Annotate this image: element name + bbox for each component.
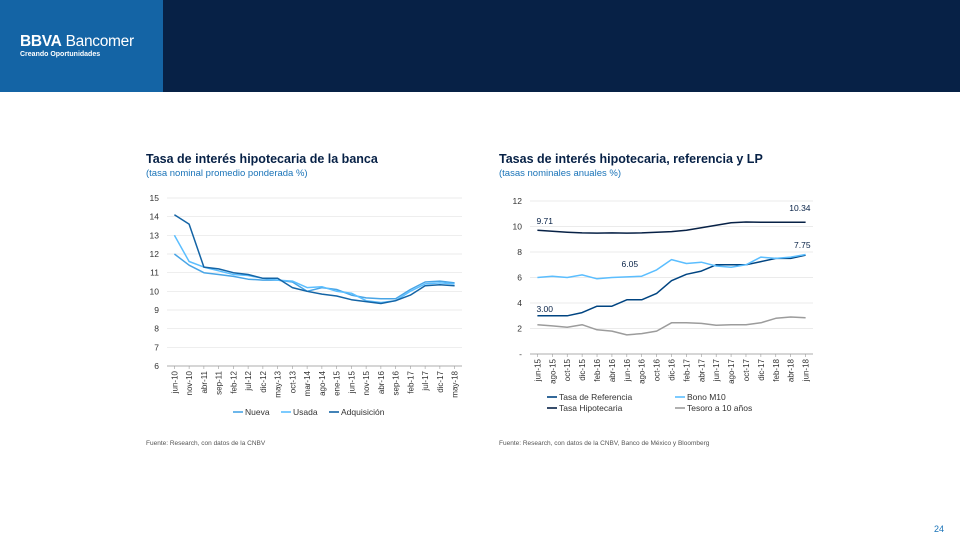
legend-label: Bono M10 [687,392,726,402]
data-label: 10.34 [789,203,811,213]
x-tick-label: may-18 [451,370,460,397]
x-tick-label: nov-10 [185,370,194,395]
y-tick-label: 12 [150,249,160,259]
y-tick-label: 12 [513,196,523,206]
legend-label: Adquisición [341,407,385,417]
x-tick-label: dic-15 [578,358,587,380]
x-tick-label: mar-14 [303,370,312,396]
x-tick-label: abr-17 [697,358,706,382]
left-chart-subtitle: (tasa nominal promedio ponderada %) [146,168,308,179]
legend-label: Tesoro a 10 años [687,403,752,413]
left-chart-title: Tasa de interés hipotecaria de la banca [146,152,378,166]
x-tick-label: may-13 [274,370,283,397]
x-tick-label: sep-16 [392,370,401,395]
series-line-usada [173,234,455,304]
x-tick-label: oct-16 [653,358,662,381]
series-line-tesoro-a-10-anos [537,316,806,336]
x-tick-label: jun-17 [712,358,721,382]
y-tick-label: 6 [517,273,522,283]
x-tick-label: abr-18 [787,358,796,382]
brand-name: BBVA Bancomer [20,33,134,50]
y-tick-label: 14 [150,212,160,222]
y-tick-label: 8 [154,324,159,334]
right-chart-subtitle: (tasas nominales anuales %) [499,168,621,179]
x-tick-label: feb-17 [406,370,415,393]
left-chart: 6 7 8 9 10 11 12 13 14 15 jun-10 nov-10 abr-11 sep-11… [150,193,462,417]
y-tick-label: - [519,349,522,359]
x-tick-label: feb-17 [682,358,691,381]
x-tick-label: oct-15 [563,358,572,381]
series-line-adquisicion [173,214,455,305]
data-label: 6.05 [622,259,639,269]
x-tick-label: abr-11 [200,370,209,393]
x-tick-label: jun-18 [802,358,811,382]
right-chart: - 2 4 6 8 10 12 jun-15 ago-15 oct-15 dic-15 feb-16 a… [513,196,813,413]
y-tick-label: 6 [154,361,159,371]
x-tick-label: feb-18 [772,358,781,381]
x-tick-label: abr-16 [608,358,617,382]
x-tick-label: jun-16 [623,358,632,382]
right-chart-title: Tasas de interés hipotecaria, referencia… [499,152,763,166]
x-tick-label: ago-15 [548,358,557,383]
y-tick-label: 13 [150,230,160,240]
x-tick-label: dic-12 [259,370,268,392]
y-tick-label: 15 [150,193,160,203]
x-tick-label: jul-17 [421,370,430,391]
series-line-tasa-hipotecaria [537,221,806,234]
x-tick-label: jun-15 [533,358,542,382]
header-bar: BBVA Bancomer Creando Oportunidades [0,0,960,92]
x-tick-label: feb-12 [229,370,238,393]
x-tick-label: ene-15 [333,370,342,395]
y-tick-label: 7 [154,342,159,352]
y-tick-label: 8 [517,247,522,257]
x-tick-label: dic-17 [757,358,766,380]
y-tick-label: 4 [517,298,522,308]
legend-label: Tasa Hipotecaria [559,403,623,413]
brand-logo[interactable]: BBVA Bancomer Creando Oportunidades [0,0,163,92]
x-tick-label: ago-16 [638,358,647,383]
brand-tagline: Creando Oportunidades [20,51,101,58]
data-label: 3.00 [536,304,553,314]
x-tick-label: dic-16 [668,358,677,380]
x-tick-label: dic-17 [436,370,445,392]
y-tick-label: 10 [513,222,523,232]
x-tick-label: abr-16 [377,370,386,394]
x-tick-label: sep-11 [215,370,224,394]
y-tick-label: 10 [150,286,160,296]
series-line-tasa-de-referencia [537,254,806,317]
right-chart-source: Fuente: Research, con datos de la CNBV, … [499,440,710,447]
x-tick-label: jun-15 [347,370,356,394]
y-tick-label: 9 [154,305,159,315]
y-tick-label: 2 [517,324,522,334]
x-tick-label: ago-14 [318,370,327,395]
data-label: 7.75 [794,240,811,250]
legend-label: Usada [293,407,318,417]
x-tick-label: jun-10 [170,370,179,394]
page-number: 24 [934,524,945,534]
data-label: 9.71 [536,216,553,226]
legend-label: Tasa de Referencia [559,392,633,402]
legend-label: Nueva [245,407,270,417]
x-tick-label: ago-17 [727,358,736,383]
y-tick-label: 11 [150,268,159,278]
x-tick-label: oct-17 [742,358,751,381]
x-tick-label: feb-16 [593,358,602,381]
x-tick-label: nov-15 [362,370,371,395]
x-tick-label: oct-13 [288,370,297,393]
series-line-bono-m10 [537,253,806,280]
x-tick-label: jul-12 [244,370,253,391]
left-chart-source: Fuente: Research, con datos de la CNBV [146,440,266,447]
series-line-nueva [173,253,455,300]
